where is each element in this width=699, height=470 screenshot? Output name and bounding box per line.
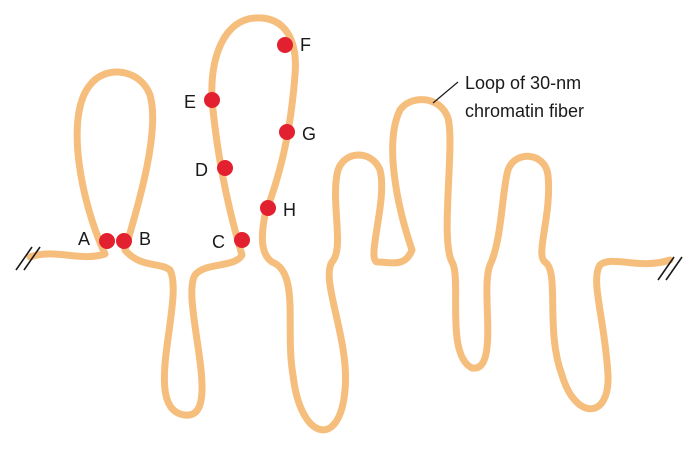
site-f-marker <box>277 37 293 53</box>
site-c-marker <box>234 232 250 248</box>
site-c: C <box>212 232 250 252</box>
site-e-marker <box>204 92 220 108</box>
callout-line-1: Loop of 30-nm <box>465 73 581 93</box>
site-g: G <box>279 124 316 144</box>
site-b: B <box>116 229 151 249</box>
site-f: F <box>277 35 311 55</box>
site-e-label: E <box>184 92 196 112</box>
site-b-marker <box>116 233 132 249</box>
right-break-mark <box>657 256 683 281</box>
callout-leader-line <box>432 81 459 104</box>
site-h-label: H <box>283 200 296 220</box>
site-d: D <box>195 160 233 180</box>
site-g-marker <box>279 124 295 140</box>
site-d-label: D <box>195 160 208 180</box>
site-g-label: G <box>302 124 316 144</box>
chromatin-fiber <box>26 14 674 434</box>
site-b-label: B <box>139 229 151 249</box>
site-f-label: F <box>300 35 311 55</box>
site-d-marker <box>217 160 233 176</box>
site-a-label: A <box>78 229 90 249</box>
site-h-marker <box>260 200 276 216</box>
site-a: A <box>78 229 115 249</box>
site-h: H <box>260 200 296 220</box>
callout-line-2: chromatin fiber <box>465 101 584 121</box>
site-c-label: C <box>212 232 225 252</box>
site-a-marker <box>99 233 115 249</box>
left-break-mark <box>15 246 41 271</box>
site-e: E <box>184 92 220 112</box>
